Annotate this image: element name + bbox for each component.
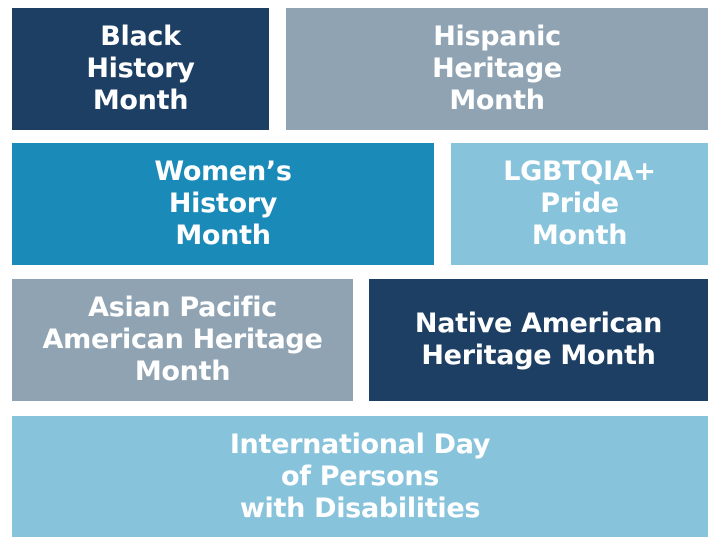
tile-label-line: Native American: [414, 308, 663, 339]
tile-label-line: Month: [449, 85, 545, 116]
tile-label-line: History: [168, 188, 278, 219]
tile: Black History Month: [12, 8, 269, 130]
tile-label-line: LGBTQIA+: [503, 156, 656, 187]
tile-label-line: Black: [100, 21, 181, 52]
tile: Hispanic Heritage Month: [286, 8, 708, 130]
tile: Asian Pacific American Heritage Month: [12, 279, 353, 401]
tile: Women’s History Month: [12, 143, 434, 265]
tile-label-line: Asian Pacific: [88, 292, 277, 323]
tile-label-line: Month: [92, 85, 189, 116]
tile-label-line: Heritage: [432, 53, 562, 84]
tile-label-line: Women’s: [154, 156, 292, 187]
tile: LGBTQIA+ Pride Month: [451, 143, 708, 265]
tile-label-line: Pride: [540, 188, 619, 219]
tile-label-line: History: [86, 53, 195, 84]
tile: International Day of Persons with Disabili…: [12, 416, 708, 537]
tile-label-line: Heritage Month: [421, 340, 656, 371]
tile-label-line: Month: [531, 220, 628, 251]
tile-label-line: of Persons: [280, 460, 440, 492]
tile-label-line: Hispanic: [433, 21, 561, 52]
tile-label-line: with Disabilities: [239, 492, 481, 524]
tile-label-line: American Heritage: [42, 324, 323, 355]
tile-label-line: Month: [134, 356, 231, 387]
tile-label-line: Month: [175, 220, 271, 251]
tile-label-line: International Day: [229, 428, 491, 460]
tile: Native American Heritage Month: [369, 279, 708, 401]
